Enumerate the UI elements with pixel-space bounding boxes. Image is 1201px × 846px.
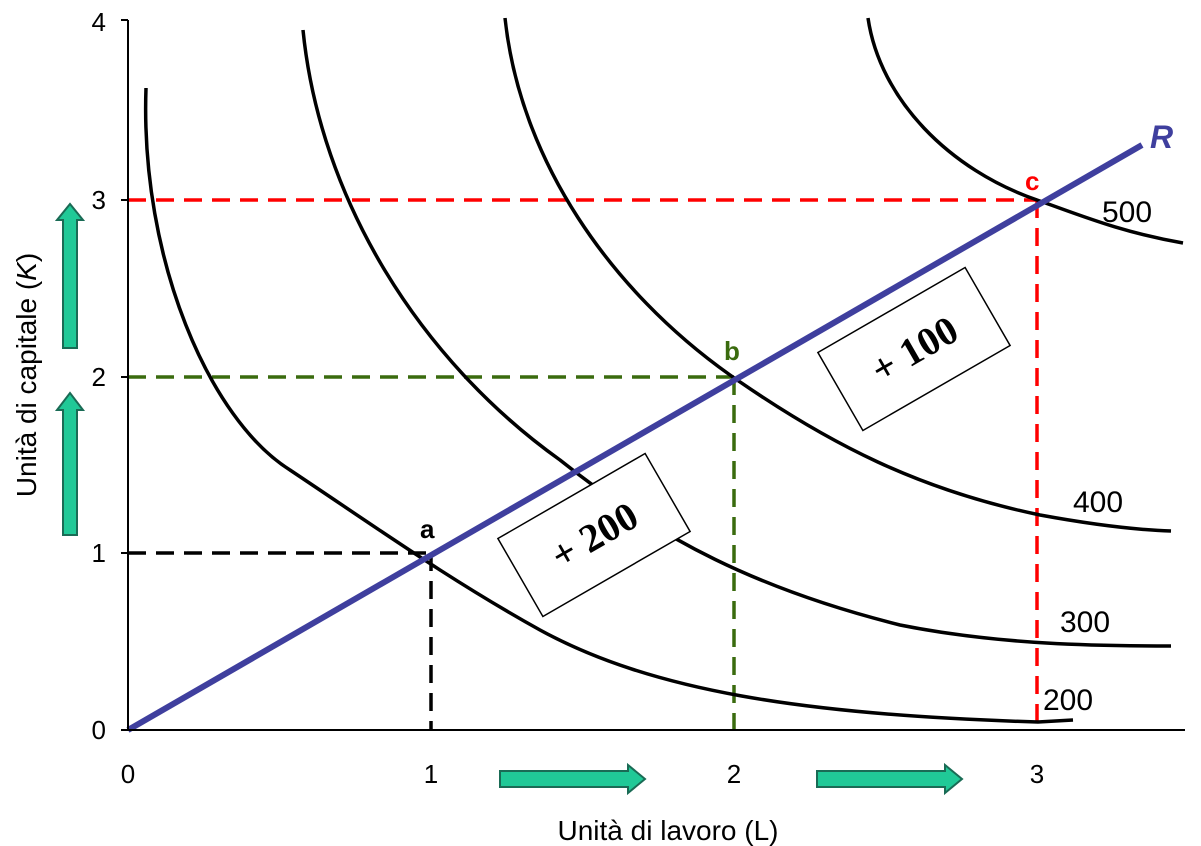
point-label-a: a (420, 514, 435, 544)
y-axis-title-var: K (11, 261, 42, 281)
x-arrow-right-icon (816, 762, 964, 796)
point-label-c: c (1025, 166, 1039, 196)
y-tick-labels: 0 1 2 3 4 (92, 7, 106, 745)
annotation-box-frame (816, 266, 1012, 432)
y-tick-label: 2 (92, 362, 106, 392)
isoquant-500 (866, 17, 1184, 245)
y-tick-label: 3 (92, 185, 106, 215)
guide-lines (128, 198, 1039, 730)
y-tick-label: 1 (92, 538, 106, 568)
x-tick-label: 2 (727, 759, 741, 789)
expansion-ray (126, 142, 1144, 733)
y-axis-title: Unità di capitale (K) (11, 253, 42, 497)
y-tick-label: 4 (92, 7, 106, 37)
axes (121, 19, 1185, 731)
ray-label: R (1150, 119, 1173, 155)
isoquant-200 (143, 87, 1074, 724)
y-axis-title-main: Unità di capitale ( (11, 280, 42, 497)
point-label-b: b (724, 336, 740, 366)
x-tick-label: 1 (424, 759, 438, 789)
x-tick-label: 0 (121, 759, 135, 789)
isoquant-label-400: 400 (1073, 486, 1123, 519)
x-arrow-right-icon (499, 762, 647, 796)
isoquant-label-500: 500 (1102, 196, 1152, 229)
annotation-box-200: + 200 (496, 452, 692, 618)
isoquant-label-300: 300 (1060, 606, 1110, 639)
point-labels: a b c (420, 166, 1039, 544)
x-tick-labels: 0 1 2 3 (121, 759, 1044, 789)
y-axis-title-close: ) (11, 253, 42, 262)
y-tick-label: 0 (92, 715, 106, 745)
isoquant-curves (143, 17, 1184, 724)
x-axis-title: Unità di lavoro (L) (558, 815, 779, 846)
isoquant-400 (503, 17, 1172, 533)
isoquant-label-200: 200 (1043, 684, 1093, 717)
x-tick-label: 3 (1030, 759, 1044, 789)
annotation-box-100: + 100 (816, 266, 1012, 432)
y-arrow-up-icon (54, 391, 86, 536)
isoquant-labels: 200 300 400 500 (1043, 196, 1152, 717)
y-arrow-up-icon (54, 202, 86, 349)
axis-arrows (54, 202, 964, 796)
annotation-box-frame (496, 452, 692, 618)
